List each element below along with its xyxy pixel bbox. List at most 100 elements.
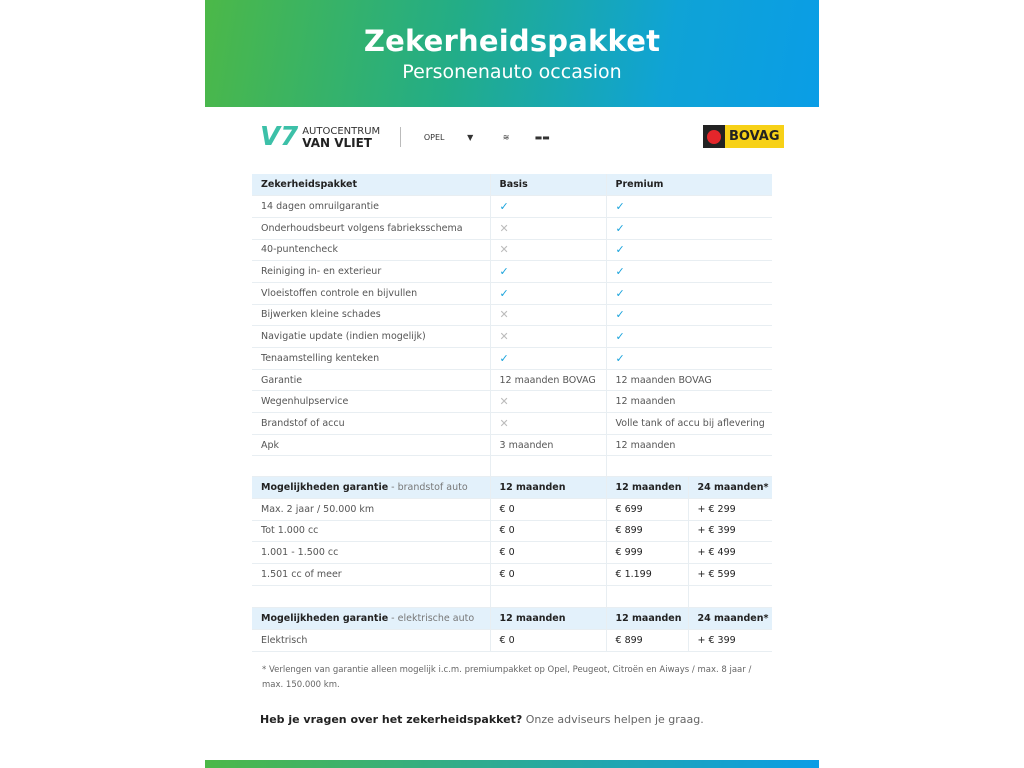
row-label: Tenaamstelling kenteken — [252, 347, 490, 370]
table-row: Max. 2 jaar / 50.000 km € 0 € 699 + € 299 — [252, 498, 772, 521]
cross-icon: ✕ — [499, 243, 509, 257]
check-icon: ✓ — [615, 243, 625, 257]
table-header-row: Mogelijkheden garantie - elektrische aut… — [252, 607, 772, 630]
premium-cell: ✓ — [605, 347, 772, 370]
row-label: Wegenhulpservice — [252, 390, 490, 414]
basis-cell: ✓ — [489, 260, 606, 283]
citroen-logo: ≋ — [502, 132, 510, 142]
basis-cell: 12 maanden BOVAG — [489, 369, 606, 392]
premium-cell: ✓ — [605, 260, 772, 283]
row-label: 14 dagen omruilgarantie — [252, 195, 490, 218]
row-label: Navigatie update (indien mogelijk) — [252, 325, 490, 348]
basis-cell: ✕ — [489, 390, 606, 414]
price-cell: + € 399 — [687, 629, 772, 652]
premium-cell: ✓ — [605, 239, 772, 262]
header-cell: 24 maanden* — [687, 476, 772, 499]
price-cell: € 0 — [489, 520, 606, 543]
spacer-row — [252, 455, 772, 478]
basis-cell: ✓ — [489, 347, 606, 370]
header-bold: Mogelijkheden garantie — [261, 482, 389, 494]
header-sub: - elektrische auto — [388, 613, 475, 625]
table-row: Tenaamstelling kenteken ✓ ✓ — [252, 347, 772, 370]
spacer-row — [252, 586, 772, 609]
header-cell: 12 maanden — [605, 476, 688, 499]
table-row: Apk 3 maanden 12 maanden — [252, 434, 772, 457]
premium-cell: ✓ — [605, 195, 772, 218]
header-cell: Mogelijkheden garantie - elektrische aut… — [252, 607, 490, 630]
table-row: Bijwerken kleine schades ✕ ✓ — [252, 304, 772, 327]
header-cell: Mogelijkheden garantie - brandstof auto — [252, 476, 490, 499]
premium-cell: ✓ — [605, 217, 772, 240]
price-cell: € 699 — [605, 498, 688, 521]
price-cell: + € 399 — [687, 520, 772, 543]
header-cell: Zekerheidspakket — [252, 174, 490, 197]
question-rest: Onze adviseurs helpen je graag. — [522, 713, 704, 726]
check-icon: ✓ — [615, 330, 625, 344]
page-title: Zekerheidspakket — [363, 24, 661, 58]
price-cell: € 0 — [489, 563, 606, 586]
basis-cell: ✕ — [489, 304, 606, 327]
footnote: * Verlengen van garantie alleen mogelijk… — [262, 665, 752, 690]
table-row: Wegenhulpservice ✕ 12 maanden — [252, 390, 772, 414]
cross-icon: ✕ — [499, 416, 509, 430]
header-cell: Basis — [489, 174, 606, 197]
table-row: Reiniging in- en exterieur ✓ ✓ — [252, 260, 772, 283]
price-cell: € 899 — [605, 520, 688, 543]
premium-cell: 12 maanden — [605, 390, 772, 414]
premium-cell: ✓ — [605, 325, 772, 348]
table-row: 14 dagen omruilgarantie ✓ ✓ — [252, 195, 772, 218]
check-icon: ✓ — [615, 286, 625, 300]
row-label: Elektrisch — [252, 629, 490, 652]
row-label: 1.001 - 1.500 cc — [252, 541, 490, 564]
price-cell: € 1.199 — [605, 563, 688, 586]
electric-warranty-table: Mogelijkheden garantie - elektrische aut… — [252, 586, 772, 652]
check-icon: ✓ — [499, 286, 509, 300]
row-label: 1.501 cc of meer — [252, 563, 490, 586]
price-cell: + € 599 — [687, 563, 772, 586]
table-header-row: Mogelijkheden garantie - brandstof auto … — [252, 476, 772, 499]
price-cell: € 899 — [605, 629, 688, 652]
cross-icon: ✕ — [499, 395, 509, 409]
dealer-name-line1: AUTOCENTRUM — [302, 125, 381, 137]
check-icon: ✓ — [615, 265, 625, 279]
cross-icon: ✕ — [499, 330, 509, 344]
row-label: 40-puntencheck — [252, 239, 490, 262]
header-cell: 12 maanden — [605, 607, 688, 630]
bovag-text: BOVAG — [725, 125, 784, 148]
table-row: 1.501 cc of meer € 0 € 1.199 + € 599 — [252, 563, 772, 586]
row-label: Apk — [252, 434, 490, 457]
premium-cell: 12 maanden BOVAG — [605, 369, 772, 392]
row-label: Vloeistoffen controle en bijvullen — [252, 282, 490, 305]
cross-icon: ✕ — [499, 221, 509, 235]
divider — [400, 127, 402, 147]
header-banner: Zekerheidspakket Personenauto occasion — [205, 0, 819, 107]
bovag-mark-icon — [703, 125, 725, 148]
premium-cell: 12 maanden — [605, 434, 772, 457]
fuel-warranty-table: Mogelijkheden garantie - brandstof auto … — [252, 455, 772, 586]
header-cell: 12 maanden — [489, 476, 606, 499]
question-text: Heb je vragen over het zekerheidspakket?… — [260, 713, 704, 726]
footer-bar — [205, 760, 819, 768]
check-icon: ✓ — [615, 351, 625, 365]
table-row: Tot 1.000 cc € 0 € 899 + € 399 — [252, 520, 772, 543]
basis-cell: ✕ — [489, 325, 606, 348]
header-cell: Premium — [605, 174, 772, 197]
price-cell: + € 499 — [687, 541, 772, 564]
dealer-logo: V7 AUTOCENTRUM VAN VLIET — [260, 122, 380, 152]
aiways-logo: ▬▬ — [534, 132, 550, 142]
question-bold: Heb je vragen over het zekerheidspakket? — [260, 713, 523, 726]
header-cell: 12 maanden — [489, 607, 606, 630]
cross-icon: ✕ — [499, 308, 509, 322]
basis-cell: 3 maanden — [489, 434, 606, 457]
table-row: Garantie 12 maanden BOVAG 12 maanden BOVAG — [252, 369, 772, 392]
table-row: Brandstof of accu ✕ Volle tank of accu bij… — [252, 412, 772, 435]
header-sub: - brandstof auto — [388, 482, 468, 494]
table-row: Navigatie update (indien mogelijk) ✕ ✓ — [252, 325, 772, 348]
logo-bar: V7 AUTOCENTRUM VAN VLIET OPEL ▼ ≋ ▬▬ — [260, 122, 555, 152]
page: Zekerheidspakket Personenauto occasion V… — [205, 0, 819, 768]
table-row: Elektrisch € 0 € 899 + € 399 — [252, 629, 772, 652]
v7-logo-icon: V7 — [260, 122, 299, 152]
check-icon: ✓ — [615, 308, 625, 322]
table-row: 1.001 - 1.500 cc € 0 € 999 + € 499 — [252, 541, 772, 564]
package-table: Zekerheidspakket Basis Premium 14 dagen … — [252, 174, 772, 457]
